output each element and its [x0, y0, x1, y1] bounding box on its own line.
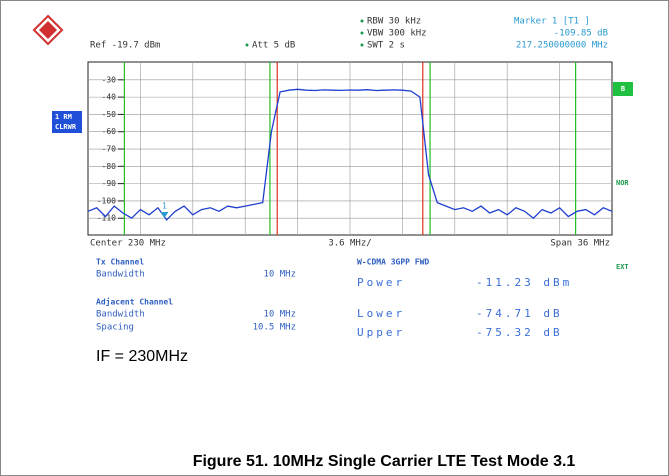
nor-label: NOR: [616, 179, 629, 187]
ext-label: EXT: [616, 263, 629, 271]
result-label: Power: [357, 276, 405, 289]
trace-badge: [52, 111, 82, 133]
adj-bw: 10 MHz: [263, 310, 296, 320]
center-frequency: Center 230 MHz: [90, 239, 166, 249]
spacing: 10.5 MHz: [253, 323, 296, 333]
y-tick-label: -90: [102, 179, 117, 188]
marker-frequency: 217.250000000 MHz: [516, 41, 608, 51]
logo: [32, 14, 64, 46]
result-value: -74.71 dB: [476, 307, 563, 320]
result-label: Lower: [357, 307, 405, 320]
tx-bw: 10 MHz: [263, 270, 296, 280]
adj-bw-label: Bandwidth: [96, 310, 145, 320]
sweep-time: SWT 2 s: [367, 41, 405, 51]
dot: [360, 19, 364, 23]
span: Span 36 MHz: [550, 239, 610, 249]
tx-channel: Tx Channel: [96, 258, 144, 267]
y-tick-label: -60: [102, 127, 117, 136]
result-value: -75.32 dB: [476, 326, 563, 339]
dot: [360, 31, 364, 35]
y-tick-label: -30: [102, 75, 117, 84]
spacing-label: Spacing: [96, 323, 134, 333]
dot: [360, 43, 364, 47]
b-badge: [613, 82, 633, 96]
y-tick-label: -110: [97, 214, 116, 223]
division: 3.6 MHz/: [328, 239, 371, 249]
marker-level: -109.85 dB: [554, 29, 608, 39]
y-tick-label: -80: [102, 162, 117, 171]
attenuation: Att 5 dB: [252, 41, 295, 51]
ref-level: Ref -19.7 dBm: [90, 41, 160, 51]
y-tick-label: -40: [102, 93, 117, 102]
trace-mode: CLRWR: [55, 123, 77, 131]
plot: -30 -40 -50 -60 -70 -80 -90 -100 -110 1: [87, 62, 613, 235]
y-tick-label: -100: [97, 196, 116, 205]
marker-title: Marker 1 [T1 ]: [514, 17, 590, 27]
tx-bw-label: Bandwidth: [96, 270, 145, 280]
y-tick-label: -70: [102, 145, 117, 154]
trace-label: 1 RM: [55, 113, 72, 121]
adjacent-channel: Adjacent Channel: [96, 297, 173, 307]
result-label: Upper: [357, 326, 405, 339]
standard: W-CDMA 3GPP FWD: [357, 258, 429, 267]
b-label: B: [621, 85, 625, 93]
dot: [245, 43, 249, 47]
vbw: VBW 300 kHz: [367, 29, 427, 39]
marker: [160, 211, 169, 218]
caption: Figure 51. 10MHz Single Carrier LTE Test…: [193, 453, 576, 470]
note: IF = 230MHz: [96, 348, 188, 365]
y-tick-label: -50: [102, 110, 117, 119]
result-value: -11.23 dBm: [476, 276, 572, 289]
rbw: RBW 30 kHz: [367, 17, 421, 27]
trace: [87, 88, 613, 221]
marker-label: 1: [162, 201, 167, 210]
